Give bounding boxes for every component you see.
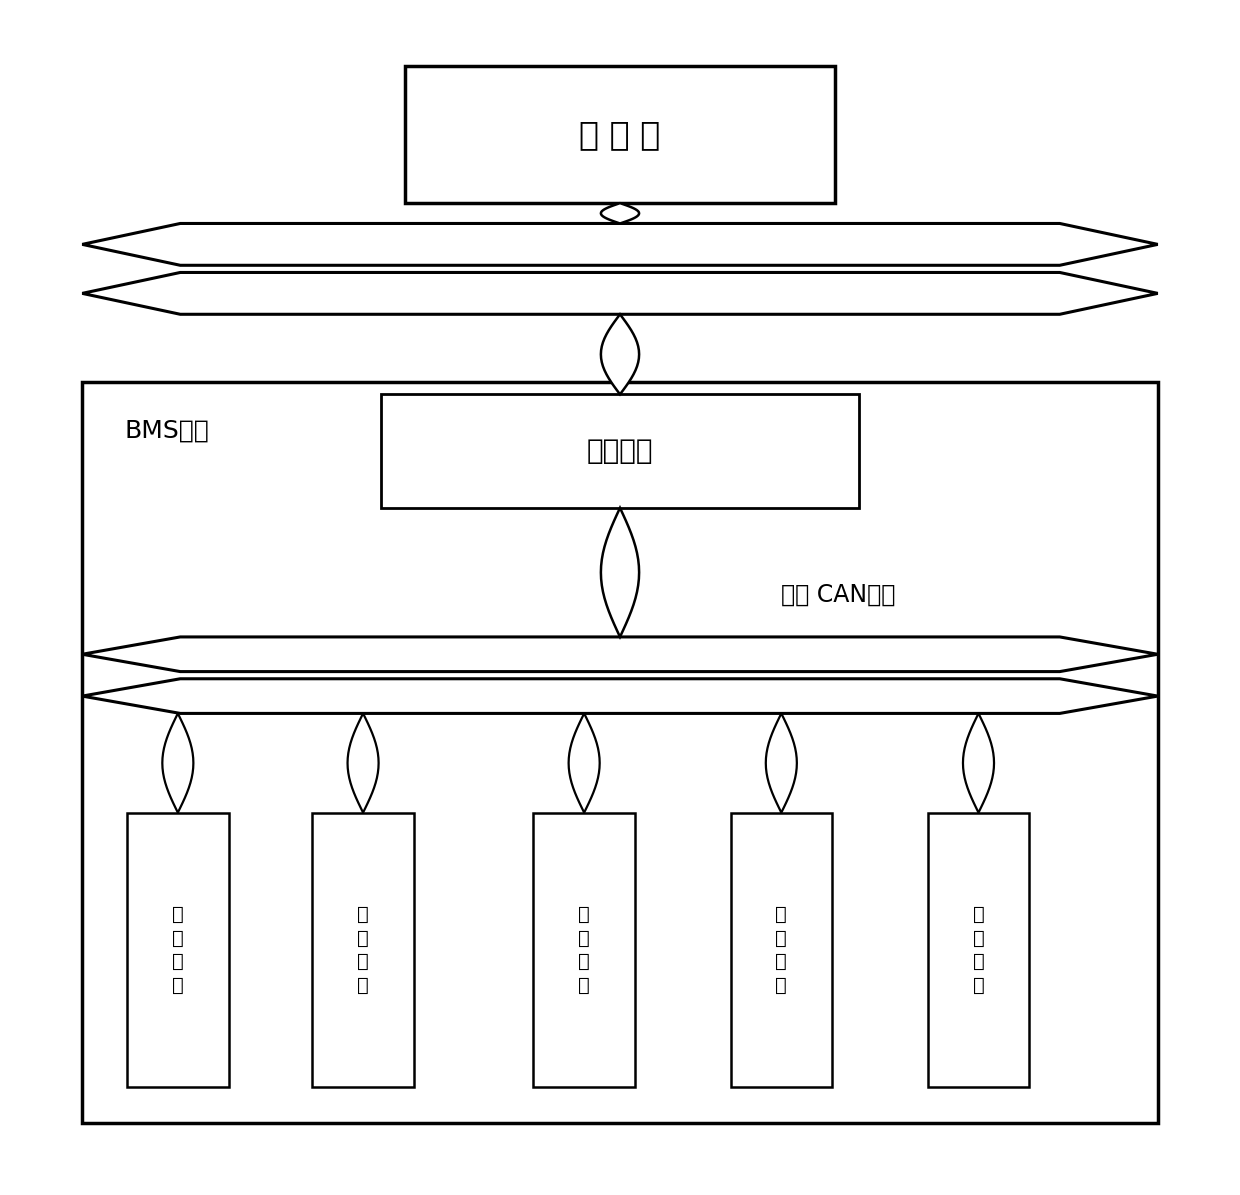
Polygon shape (569, 713, 600, 813)
Bar (730, 813, 832, 1087)
Text: BMS系统: BMS系统 (124, 418, 208, 442)
Bar (312, 813, 414, 1087)
Text: 采
集
单
元: 采 集 单 元 (357, 906, 370, 994)
Text: 采
集
单
元: 采 集 单 元 (172, 906, 184, 994)
Bar (381, 394, 859, 508)
Polygon shape (82, 272, 1158, 314)
Polygon shape (601, 314, 639, 394)
Bar (928, 813, 1029, 1087)
Polygon shape (963, 713, 994, 813)
Polygon shape (601, 203, 639, 223)
Bar (82, 382, 1158, 1123)
Polygon shape (347, 713, 378, 813)
Text: 主控单元: 主控单元 (587, 437, 653, 465)
Bar (126, 813, 228, 1087)
Text: 充 电 机: 充 电 机 (579, 118, 661, 151)
Polygon shape (82, 637, 1158, 672)
Polygon shape (162, 713, 193, 813)
Text: 显
示
单
元: 显 示 单 元 (972, 906, 985, 994)
Bar (533, 813, 635, 1087)
Polygon shape (82, 679, 1158, 713)
Polygon shape (82, 223, 1158, 265)
Text: 均
衡
单
元: 均 衡 单 元 (775, 906, 787, 994)
Polygon shape (766, 713, 797, 813)
Bar (405, 66, 835, 203)
Text: 内部 CAN总线: 内部 CAN总线 (781, 583, 895, 607)
Polygon shape (601, 508, 639, 637)
Text: 均
衡
单
元: 均 衡 单 元 (578, 906, 590, 994)
